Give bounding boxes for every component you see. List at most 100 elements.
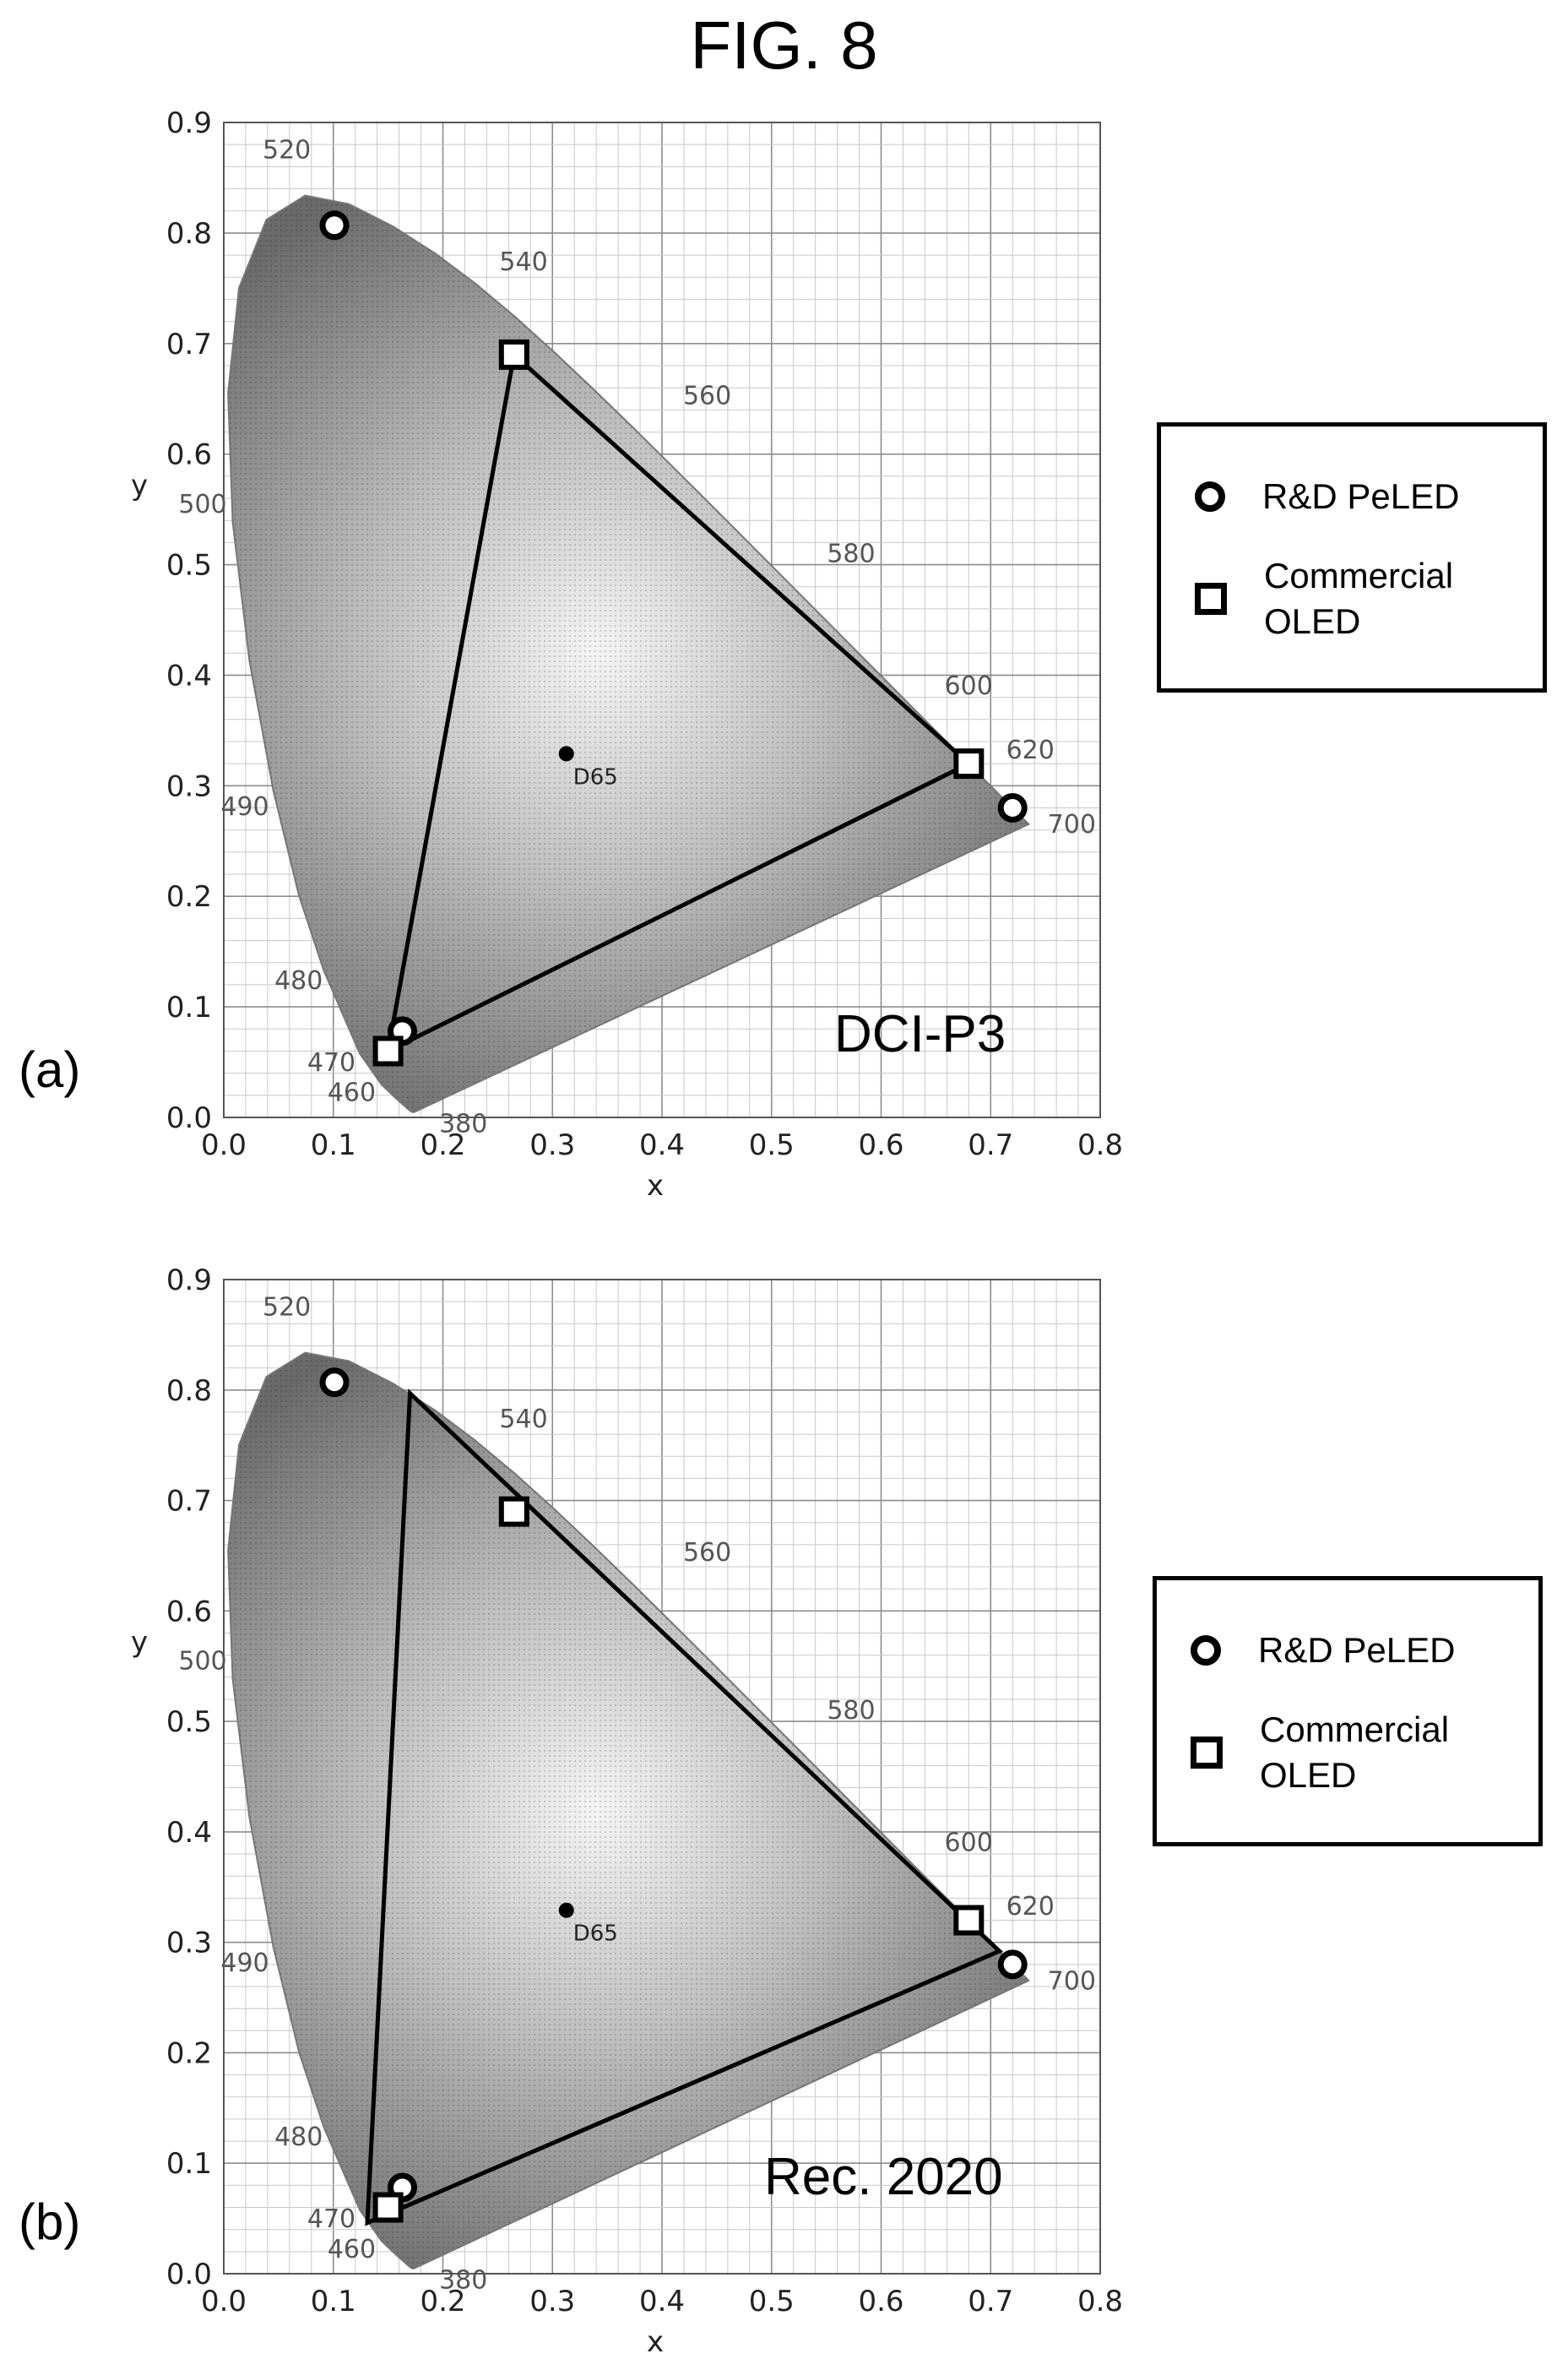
oled-point-marker [953, 748, 985, 780]
wavelength-label: 480 [274, 2123, 323, 2152]
wavelength-label: 520 [263, 1292, 311, 1322]
y-tick-label: 0.2 [166, 2036, 212, 2070]
wavelength-label: 520 [263, 135, 311, 165]
wavelength-label: 620 [1006, 1892, 1055, 1921]
y-axis-label: y [131, 1626, 148, 1660]
y-tick-label: 0.1 [166, 991, 212, 1025]
x-tick-label: 0.3 [529, 2285, 575, 2318]
plot-frame [223, 122, 1101, 1118]
x-tick-label: 0.6 [858, 1128, 903, 1162]
y-tick-label: 0.6 [166, 438, 212, 472]
figure-title: FIG. 8 [690, 8, 878, 83]
gamut-triangle [365, 1389, 1004, 2226]
x-tick-label: 0.7 [968, 1128, 1013, 1162]
y-tick-label: 0.8 [166, 217, 212, 251]
y-tick-label: 0.5 [166, 1705, 212, 1739]
legend-label-oled-line2: OLED [1260, 1755, 1357, 1795]
gamut-standard-label: DCI-P3 [834, 1005, 1006, 1063]
x-tick-label: 0.1 [311, 1128, 356, 1162]
wavelength-label: 580 [827, 1696, 875, 1726]
y-tick-label: 0.4 [166, 1816, 212, 1850]
oled-point-marker [372, 2192, 404, 2223]
x-tick-label: 0.3 [529, 1128, 575, 1162]
wavelength-label: 560 [683, 1538, 731, 1568]
legend-b: R&D PeLED Commercial OLED [1153, 1576, 1543, 1846]
oled-point-marker [498, 1496, 529, 1527]
y-tick-label: 0.9 [166, 1264, 212, 1297]
x-tick-label: 0.8 [1077, 2285, 1123, 2318]
spectral-locus-texture [228, 195, 1029, 1112]
x-tick-label: 0.1 [311, 2285, 356, 2318]
legend-label-peled: R&D PeLED [1262, 476, 1460, 516]
plot-frame [223, 1279, 1101, 2275]
wavelength-label: 620 [1006, 736, 1055, 765]
wavelength-label: 540 [499, 1405, 547, 1434]
y-tick-label: 0.8 [166, 1374, 212, 1408]
x-tick-label: 0.8 [1077, 1128, 1123, 1162]
peled-point-marker [997, 793, 1028, 823]
x-tick-label: 0.0 [201, 1128, 247, 1162]
panel-label-b: (b) [19, 2193, 81, 2250]
y-tick-label: 0.1 [166, 2147, 212, 2181]
x-tick-label: 0.4 [639, 2285, 685, 2318]
y-tick-label: 0.3 [166, 769, 212, 803]
oled-point-marker [372, 1035, 404, 1067]
wavelength-label: 460 [328, 1079, 376, 1108]
x-tick-label: 0.5 [749, 1128, 795, 1162]
wavelength-label: 470 [307, 1048, 355, 1078]
peled-point-marker [319, 1367, 350, 1398]
wavelength-label: 480 [274, 966, 323, 996]
legend-square-marker-icon [1195, 583, 1227, 615]
y-tick-label: 0.0 [166, 2258, 212, 2291]
x-tick-label: 0.0 [201, 2285, 247, 2318]
y-tick-label: 0.7 [166, 328, 212, 361]
wavelength-label: 490 [220, 1949, 269, 1978]
wavelength-label: 700 [1048, 1966, 1096, 1996]
white-point-label: D65 [573, 1921, 618, 1947]
x-tick-label: 0.5 [749, 2285, 795, 2318]
y-tick-label: 0.9 [166, 106, 212, 140]
wavelength-label: 380 [439, 2265, 487, 2295]
white-point-marker [558, 1902, 574, 1918]
x-tick-label: 0.7 [968, 2285, 1013, 2318]
x-tick-label: 0.2 [420, 1128, 465, 1162]
wavelength-label: 500 [178, 490, 226, 519]
wavelength-label: 600 [945, 1829, 993, 1858]
wavelength-label: 490 [220, 792, 269, 822]
y-tick-label: 0.5 [166, 549, 212, 583]
wavelength-label: 540 [499, 247, 547, 277]
wavelength-label: 460 [328, 2235, 376, 2264]
legend-square-marker-icon [1191, 1737, 1223, 1769]
legend-circle-marker-icon [1195, 481, 1225, 512]
wavelength-label: 380 [439, 1109, 487, 1139]
legend-label-oled-line1: Commercial [1264, 556, 1454, 595]
wavelength-label: 560 [683, 381, 731, 410]
oled-point-marker [953, 1905, 985, 1936]
y-tick-label: 0.7 [166, 1485, 212, 1519]
x-tick-label: 0.4 [639, 1128, 685, 1162]
wavelength-label: 500 [178, 1646, 226, 1676]
legend-label-peled: R&D PeLED [1258, 1630, 1456, 1670]
gamut-triangle [385, 351, 973, 1055]
x-axis-label: x [647, 1169, 664, 1203]
y-tick-label: 0.4 [166, 659, 212, 693]
oled-point-marker [498, 339, 529, 370]
wavelength-label: 700 [1048, 810, 1096, 840]
white-point-label: D65 [573, 764, 618, 790]
x-tick-label: 0.2 [420, 2285, 465, 2318]
white-point-marker [558, 746, 574, 762]
spectral-locus-texture [228, 1352, 1029, 2269]
legend-label-oled: Commercial OLED [1264, 553, 1453, 644]
y-tick-label: 0.0 [166, 1101, 212, 1135]
wavelength-label: 470 [307, 2204, 355, 2234]
panel-label-a: (a) [19, 1041, 81, 1098]
peled-point-marker [997, 1949, 1028, 1980]
x-axis-label: x [647, 2325, 664, 2359]
legend-a: R&D PeLED Commercial OLED [1157, 422, 1547, 693]
legend-circle-marker-icon [1191, 1635, 1221, 1666]
peled-point-marker [319, 210, 350, 241]
wavelength-label: 600 [945, 671, 993, 701]
wavelength-label: 580 [827, 540, 875, 569]
y-tick-label: 0.3 [166, 1927, 212, 1960]
